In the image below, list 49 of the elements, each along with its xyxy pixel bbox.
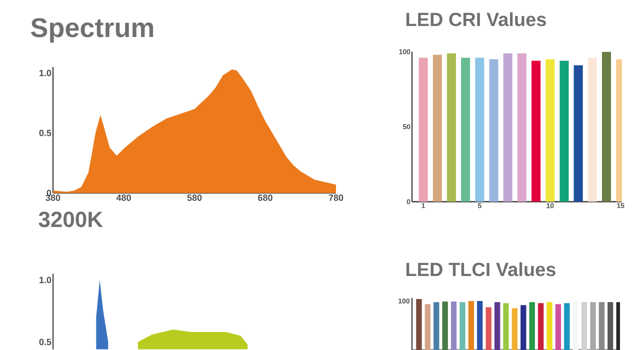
bar [434,302,440,350]
bar [486,307,492,350]
bar [446,53,456,202]
bar [442,302,448,350]
bar [450,302,457,350]
bar [489,59,498,202]
bar [418,58,428,202]
x-tick-label: 680 [258,194,272,201]
bar [503,53,512,202]
bar [574,65,583,202]
chart-title: LED TLCI Values [406,262,556,276]
bar [560,60,569,202]
y-tick-label: 1.0 [40,70,52,76]
bar [460,302,466,350]
bar [602,52,612,202]
bar [512,308,518,350]
bar [581,302,588,350]
bar [590,302,596,350]
x-tick-label: 480 [116,194,131,201]
x-tick-label: 780 [328,194,344,201]
chart-title: Spectrum [30,18,154,43]
bar [532,60,541,202]
y-tick-label: 0.5 [39,130,52,136]
bar [461,58,470,202]
bar [416,299,422,350]
bar [475,58,484,202]
bar [529,302,535,350]
bar [468,301,474,350]
bar [546,302,552,350]
bar [503,303,509,350]
bar [517,53,526,202]
bar [477,301,483,350]
x-tick-label: 380 [46,194,60,201]
y-tick-label: 0.5 [39,338,52,346]
chart-title: 3200K [38,212,103,228]
bar [424,304,431,350]
bar [572,302,578,350]
bar [588,58,597,202]
bar [555,304,562,350]
y-tick-label: 1.0 [40,276,52,284]
bar [494,302,500,350]
x-tick-label: 580 [187,194,202,201]
bar [520,305,526,350]
chart-title: LED CRI Values [406,12,546,26]
bar [598,302,605,350]
bar [546,59,555,202]
bar [432,54,442,202]
bar [564,303,570,350]
bar [538,303,544,350]
